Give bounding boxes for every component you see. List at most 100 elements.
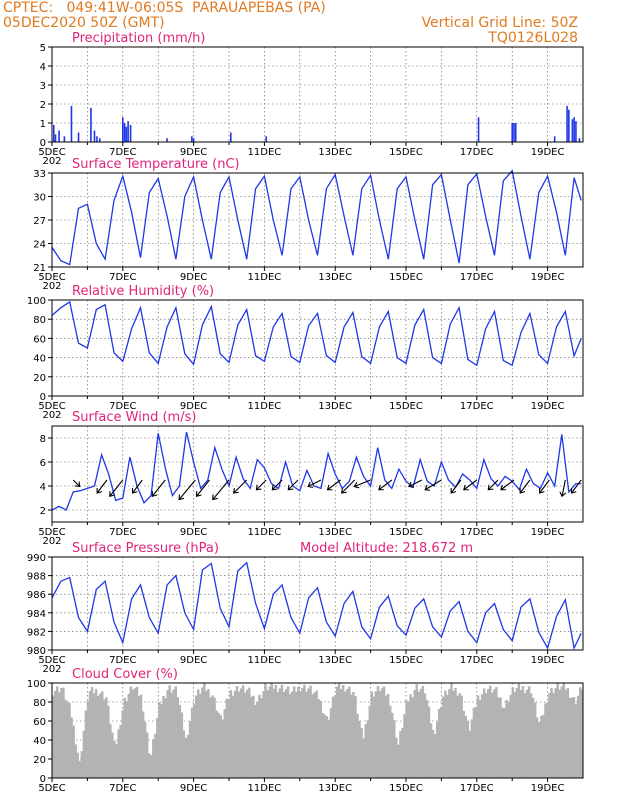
precipitation-bar [98,138,101,142]
cloud-bar [286,686,290,778]
cloud-bar [325,716,329,778]
wind-arrow-shaft [72,479,81,487]
cloud-bar [282,691,286,778]
cloud-bar [103,699,106,778]
cloud-bar [574,704,578,778]
temperature-ytick-label: 27 [33,216,46,227]
cloud-bar [407,701,410,778]
cloud-bar [284,689,288,778]
cloud-xtick-label: 11DEC [248,783,282,794]
cloud-bar [440,706,443,778]
cloud-bar [98,693,102,778]
cloud-bar [297,686,300,778]
wind-title: Surface Wind (m/s) [72,410,196,425]
cloud-bar [362,738,365,778]
cloud-bar [556,683,559,778]
precipitation-panel: Precipitation (mm/h) 0 1 2 3 4 5 5DEC 7DEC 9DEC 11… [38,31,584,167]
wind-arrow [450,479,462,494]
cloud-bar [323,714,327,778]
temperature-xtick-label: 15DEC [389,272,423,283]
cloud-bar [519,689,523,778]
humidity-title: Relative Humidity (%) [72,284,214,299]
cloud-bar [303,684,306,778]
cloud-bar [158,702,161,778]
cloud-bar [384,695,388,778]
temperature-ytick-label: 30 [33,193,46,204]
cloud-bar [380,688,384,778]
pressure-xtick-label: 19DEC [531,655,565,666]
wind-arrow-shaft [487,479,499,491]
wind-arrow-head [287,484,294,491]
temperature-xtick-label: 5DEC [38,272,65,283]
precipitation-xtick-label: 15DEC [389,147,423,158]
pressure-annotation: Model Altitude: 218.672 m [300,541,473,556]
cloud-bar [152,739,155,778]
cloud-bar [344,691,347,778]
cloud-bar [272,688,276,778]
humidity-year-label: 202 [42,410,61,421]
cloud-bar [141,711,145,778]
precipitation-bar [90,107,92,142]
cloud-bar [372,696,376,778]
cloud-bar [209,697,212,778]
cloud-bar [268,686,271,778]
cloud-bar [107,705,110,778]
cloud-bar [94,688,98,778]
cloud-bar [229,690,233,778]
cloud-bar [292,686,296,778]
wind-arrow [378,479,393,491]
cloud-bar [143,721,147,778]
humidity-ytick-label: 20 [33,373,46,384]
cloud-bar [433,734,437,778]
precipitation-bar [129,124,132,142]
pressure-ytick-label: 986 [27,590,46,601]
cloud-bar [80,751,84,778]
temperature-ytick-label: 33 [33,169,46,180]
wind-arrow-head [341,487,347,494]
wind-arrow [500,479,515,491]
temperature-xtick-label: 13DEC [318,272,352,283]
cloud-bar [301,688,304,778]
wind-arrow [353,479,371,489]
cloud-bar [129,686,133,778]
cloud-title: Cloud Cover (%) [72,667,178,682]
cloud-bar [376,685,380,778]
humidity-xtick-label: 7DEC [109,401,136,412]
precipitation-bar [575,121,577,142]
cloud-bar [58,692,61,778]
cloud-bar [497,697,500,778]
cloud-bar [60,687,63,778]
humidity-xtick-label: 19DEC [531,401,565,412]
cloud-bar [150,754,153,778]
cloud-bar [536,717,539,778]
wind-panel: Surface Wind (m/s) 2 4 6 8 5DEC 7DEC 9DEC 11DEC 1… [38,410,584,547]
cloud-bar [482,688,486,778]
precipitation-bar [70,105,73,142]
cloud-bar [356,713,359,778]
pressure-xtick-label: 17DEC [460,655,494,666]
cloud-xtick-label: 9DEC [180,783,207,794]
cloud-bar [544,703,547,778]
wind-arrow-head [463,484,469,491]
cloud-bar [101,691,104,778]
cloud-bar [174,686,177,778]
cloud-bar [446,694,449,778]
wind-ytick-label: 8 [40,434,46,445]
cloud-bar [254,704,257,778]
wind-arrow-head [424,484,431,491]
cloud-bar [243,692,247,778]
cloud-bar [147,753,151,778]
wind-arrow-shaft [424,479,442,491]
cloud-bar [423,693,427,778]
cloud-bar [509,694,512,778]
cloud-bar [90,687,94,778]
cloud-bar [54,690,57,778]
cloud-bar [427,706,431,778]
cloud-bar [190,707,194,778]
cloud-bar [370,691,374,778]
cloud-bar [448,688,451,778]
cloud-bar [197,689,200,778]
precipitation-bar [553,136,556,142]
precipitation-bar [191,136,193,142]
cloud-bar [260,698,263,778]
